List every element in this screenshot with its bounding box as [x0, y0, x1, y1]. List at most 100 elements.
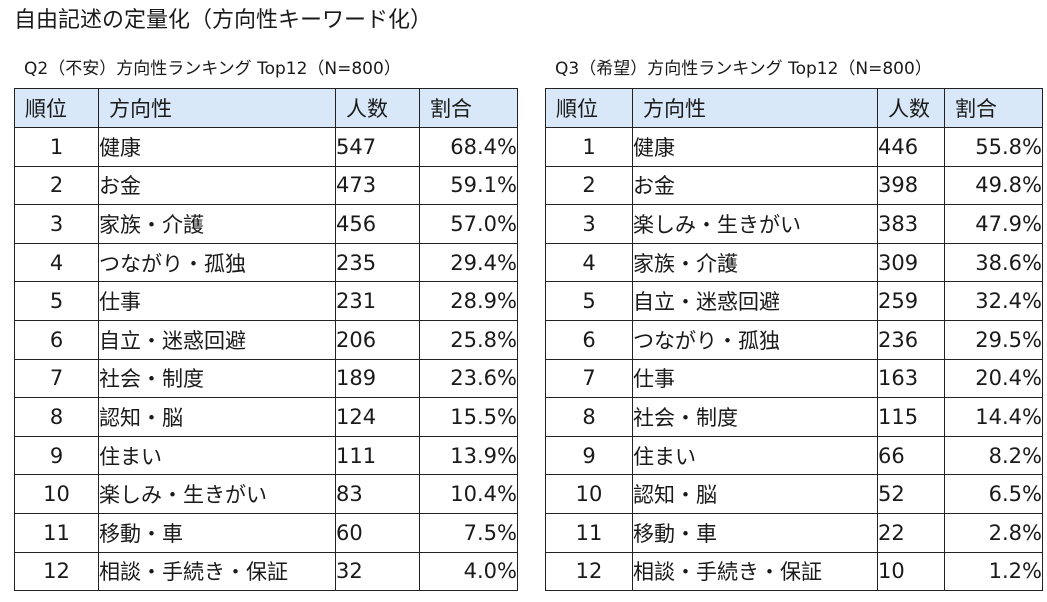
table-header-row: 順位 方向性 人数 割合 [14, 88, 518, 128]
direction-cell: つながり・孤独 [632, 319, 878, 360]
rank-cell: 7 [14, 358, 99, 399]
direction-cell: 社会・制度 [98, 358, 336, 399]
rank-cell: 9 [545, 435, 633, 476]
direction-cell: 自立・迷惑回避 [632, 281, 878, 321]
direction-cell: お金 [632, 165, 878, 206]
rank-cell: 5 [545, 281, 633, 321]
direction-cell: 住まい [632, 435, 878, 476]
direction-cell: 自立・迷惑回避 [98, 319, 336, 360]
rank-cell: 10 [14, 474, 99, 514]
direction-cell: 健康 [632, 127, 878, 167]
ratio-cell: 25.8% [419, 319, 518, 360]
q3-table-caption: Q3（希望）方向性ランキング Top12（N=800） [555, 59, 932, 79]
count-cell: 66 [877, 435, 945, 476]
table-row: 6 自立・迷惑回避 206 25.8% [14, 319, 518, 360]
header-rank: 順位 [14, 88, 99, 128]
direction-cell: 健康 [98, 127, 336, 167]
count-cell: 547 [335, 127, 420, 167]
ratio-cell: 23.6% [419, 358, 518, 399]
count-cell: 52 [877, 474, 945, 514]
header-rank: 順位 [545, 88, 633, 128]
direction-cell: 社会・制度 [632, 397, 878, 437]
direction-cell: 認知・脳 [98, 397, 336, 437]
header-count: 人数 [335, 88, 420, 128]
table-row: 2 お金 473 59.1% [14, 165, 518, 206]
rank-cell: 9 [14, 435, 99, 476]
rank-cell: 8 [545, 397, 633, 437]
ratio-cell: 4.0% [419, 551, 518, 592]
table-row: 3 楽しみ・生きがい 383 47.9% [545, 204, 1043, 244]
header-ratio: 割合 [944, 88, 1043, 128]
table-header-row: 順位 方向性 人数 割合 [545, 88, 1043, 128]
rank-cell: 3 [14, 204, 99, 244]
count-cell: 111 [335, 435, 420, 476]
q2-table-body: 1 健康 547 68.4% 2 お金 473 59.1% 3 家族・介護 456 57.0% 4 つなが… [14, 127, 518, 592]
count-cell: 398 [877, 165, 945, 206]
table-row: 10 認知・脳 52 6.5% [545, 474, 1043, 514]
rank-cell: 6 [14, 319, 99, 360]
page-title: 自由記述の定量化（方向性キーワード化） [14, 8, 433, 33]
q3-ranking-section: Q3（希望）方向性ランキング Top12（N=800） 順位 方向性 人数 割合… [545, 56, 1043, 592]
count-cell: 446 [877, 127, 945, 167]
count-cell: 124 [335, 397, 420, 437]
count-cell: 83 [335, 474, 420, 514]
ratio-cell: 6.5% [944, 474, 1043, 514]
ratio-cell: 13.9% [419, 435, 518, 476]
rank-cell: 4 [14, 242, 99, 283]
ratio-cell: 57.0% [419, 204, 518, 244]
table-row: 1 健康 446 55.8% [545, 127, 1043, 167]
q3-table-body: 1 健康 446 55.8% 2 お金 398 49.8% 3 楽しみ・生きがい 383 47.9% 4… [545, 127, 1043, 592]
count-cell: 163 [877, 358, 945, 399]
count-cell: 115 [877, 397, 945, 437]
direction-cell: 楽しみ・生きがい [98, 474, 336, 514]
rank-cell: 4 [545, 242, 633, 283]
count-cell: 189 [335, 358, 420, 399]
table-row: 7 仕事 163 20.4% [545, 358, 1043, 399]
header-count: 人数 [877, 88, 945, 128]
table-row: 11 移動・車 22 2.8% [545, 512, 1043, 553]
direction-cell: 認知・脳 [632, 474, 878, 514]
ratio-cell: 55.8% [944, 127, 1043, 167]
rank-cell: 2 [545, 165, 633, 206]
rank-cell: 10 [545, 474, 633, 514]
rank-cell: 11 [14, 512, 99, 553]
count-cell: 383 [877, 204, 945, 244]
direction-cell: 家族・介護 [98, 204, 336, 244]
rank-cell: 11 [545, 512, 633, 553]
ratio-cell: 29.4% [419, 242, 518, 283]
direction-cell: お金 [98, 165, 336, 206]
rank-cell: 1 [14, 127, 99, 167]
ratio-cell: 28.9% [419, 281, 518, 321]
direction-cell: 移動・車 [632, 512, 878, 553]
ratio-cell: 59.1% [419, 165, 518, 206]
ratio-cell: 29.5% [944, 319, 1043, 360]
rank-cell: 6 [545, 319, 633, 360]
ratio-cell: 49.8% [944, 165, 1043, 206]
count-cell: 32 [335, 551, 420, 592]
table-row: 4 家族・介護 309 38.6% [545, 242, 1043, 283]
count-cell: 235 [335, 242, 420, 283]
direction-cell: つながり・孤独 [98, 242, 336, 283]
ratio-cell: 1.2% [944, 551, 1043, 592]
direction-cell: 家族・介護 [632, 242, 878, 283]
direction-cell: 楽しみ・生きがい [632, 204, 878, 244]
table-row: 4 つながり・孤独 235 29.4% [14, 242, 518, 283]
rank-cell: 2 [14, 165, 99, 206]
direction-cell: 住まい [98, 435, 336, 476]
ratio-cell: 47.9% [944, 204, 1043, 244]
ratio-cell: 15.5% [419, 397, 518, 437]
header-direction: 方向性 [632, 88, 878, 128]
ratio-cell: 68.4% [419, 127, 518, 167]
table-row: 8 認知・脳 124 15.5% [14, 397, 518, 437]
table-row: 12 相談・手続き・保証 32 4.0% [14, 551, 518, 592]
q2-ranking-section: Q2（不安）方向性ランキング Top12（N=800） 順位 方向性 人数 割合… [14, 56, 518, 592]
rank-cell: 5 [14, 281, 99, 321]
header-direction: 方向性 [98, 88, 336, 128]
rank-cell: 8 [14, 397, 99, 437]
direction-cell: 相談・手続き・保証 [98, 551, 336, 592]
ratio-cell: 10.4% [419, 474, 518, 514]
table-row: 1 健康 547 68.4% [14, 127, 518, 167]
direction-cell: 相談・手続き・保証 [632, 551, 878, 592]
count-cell: 456 [335, 204, 420, 244]
q2-ranking-table: 順位 方向性 人数 割合 1 健康 547 68.4% 2 お金 473 59.1% 3 家族・介… [14, 88, 518, 592]
